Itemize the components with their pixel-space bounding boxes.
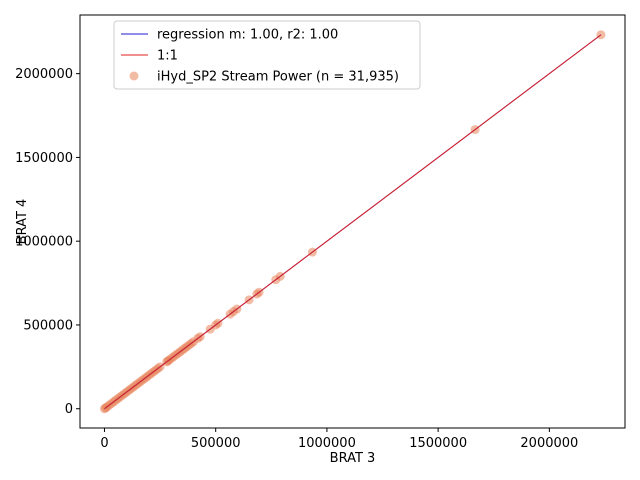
legend-point-swatch: [129, 71, 139, 81]
y-tick-label: 1500000: [15, 151, 73, 166]
y-axis-label: BRAT 4: [15, 199, 30, 245]
x-tick-label: 1500000: [409, 436, 467, 451]
y-tick-label: 500000: [23, 318, 73, 333]
legend-box: [113, 20, 421, 90]
legend-entry-label: regression m: 1.00, r2: 1.00: [157, 28, 338, 43]
y-axis: 0 500000 1000000 1500000 2000000: [15, 67, 80, 417]
legend-entry-label: iHyd_SP2 Stream Power (n = 31,935): [157, 70, 399, 85]
x-tick-label: 1000000: [298, 436, 356, 451]
x-axis-label: BRAT 3: [330, 451, 376, 466]
y-tick-label: 0: [65, 402, 73, 417]
y-tick-label: 2000000: [15, 67, 73, 82]
plot-area: [79, 14, 626, 429]
x-tick-label: 2000000: [520, 436, 578, 451]
x-tick-label: 500000: [191, 436, 241, 451]
x-axis: 0 500000 1000000 1500000 2000000: [100, 428, 578, 451]
legend-entry-label: 1:1: [157, 49, 178, 64]
x-tick-label: 0: [100, 436, 108, 451]
y-tick-label: 1000000: [15, 235, 73, 250]
one-to-one-line: [104, 34, 602, 410]
legend: regression m: 1.00, r2: 1.00 1:1 iHyd_SP2 …: [113, 20, 421, 90]
trend-lines: [104, 34, 602, 410]
